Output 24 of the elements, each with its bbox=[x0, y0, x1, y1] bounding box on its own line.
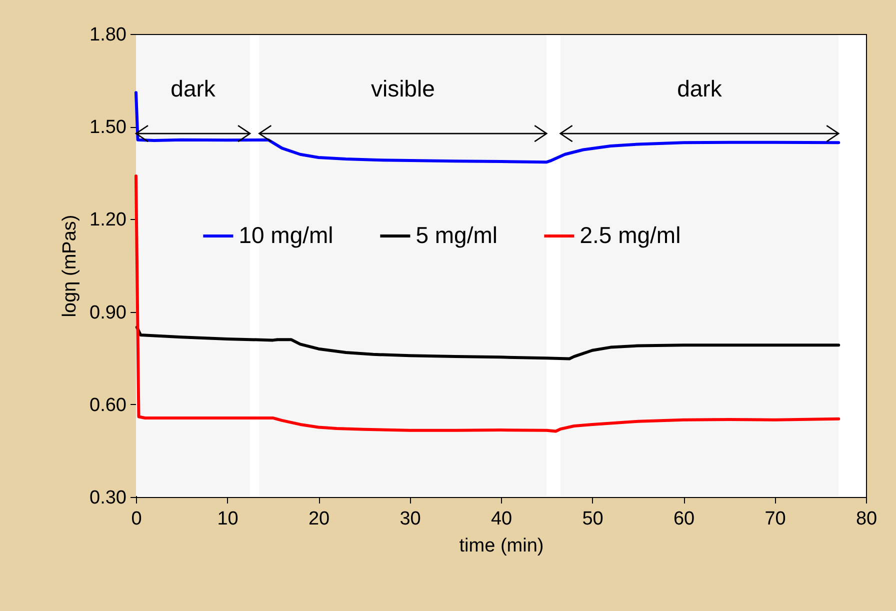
y-tick-label: 1.80 bbox=[90, 24, 126, 46]
line-series bbox=[134, 174, 840, 433]
x-tick-label: 40 bbox=[490, 508, 512, 530]
band-label: visible bbox=[370, 76, 435, 102]
y-tick-label: 0.30 bbox=[90, 488, 126, 508]
y-axis-title: logη (mPas) bbox=[60, 214, 81, 318]
x-axis-title: time (min) bbox=[459, 536, 544, 556]
x-tick-label: 70 bbox=[764, 508, 786, 530]
band-label: dark bbox=[170, 76, 216, 102]
y-tick-label: 1.50 bbox=[90, 117, 126, 138]
x-tick-label: 10 bbox=[217, 508, 238, 530]
x-tick-label: 20 bbox=[308, 508, 330, 530]
x-tick-label: 60 bbox=[673, 508, 695, 530]
x-tick-label: 0 bbox=[131, 508, 142, 530]
x-tick-label: 50 bbox=[582, 508, 604, 530]
y-tick-label: 0.60 bbox=[90, 394, 126, 416]
x-tick-label: 30 bbox=[400, 508, 421, 530]
legend-label: 10 mg/ml bbox=[238, 222, 334, 248]
x-tick-label: 80 bbox=[856, 508, 878, 530]
legend-label: 5 mg/ml bbox=[416, 222, 498, 248]
y-tick-label: 0.90 bbox=[90, 302, 126, 324]
band-label: dark bbox=[677, 76, 722, 102]
y-tick-label: 1.20 bbox=[90, 210, 126, 231]
legend-label: 2.5 mg/ml bbox=[580, 222, 681, 248]
